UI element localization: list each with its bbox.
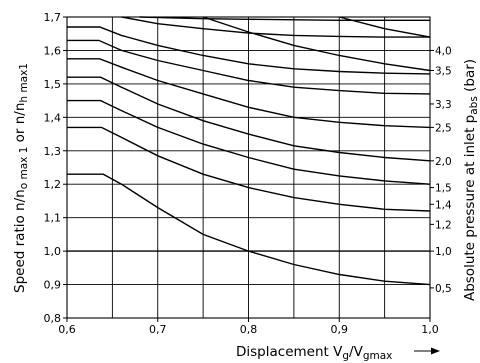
series-line	[67, 58, 431, 129]
pressure-label: 3,5	[435, 66, 452, 78]
y-tick-label: 1,0	[44, 245, 62, 258]
series-line	[67, 26, 431, 75]
right-label-layer: 4,0 3,5 3,3 2,5 2,0 1,5 1,4 1,2 1,0 0,5	[430, 45, 452, 295]
series-line	[202, 16, 431, 72]
pressure-label: 2,0	[435, 156, 452, 168]
pressure-label: 1,0	[435, 246, 452, 258]
pressure-label: 0,5	[435, 283, 452, 295]
x-tick-label: 0,8	[240, 323, 258, 336]
pressure-label: 1,4	[435, 199, 452, 211]
series-line	[67, 99, 431, 185]
y-tick-label: 1,6	[44, 44, 62, 57]
series-line	[139, 16, 430, 21]
x-tick-label: 0,9	[331, 323, 349, 336]
y-axis-title-right: Absolute pressure at inlet pabs (bar)	[462, 59, 480, 301]
series-line	[67, 39, 431, 95]
y-tick-label: 0,8	[44, 312, 62, 325]
y-tick-label: 1,3	[44, 145, 62, 158]
series-line	[67, 126, 431, 212]
series-line	[67, 76, 431, 162]
y-tick-label: 1,7	[44, 11, 62, 24]
series-line	[121, 16, 430, 38]
series-line	[67, 173, 431, 286]
y-tick-label: 1,4	[44, 111, 62, 124]
y-tick-label: 1,5	[44, 78, 62, 91]
tick-layer: 0,6 0,7 0,8 0,9 1,0 0,8 0,9 1,0 1,1 1,2 1,3 1,4 1,5 1…	[44, 11, 439, 336]
x-tick-label: 0,7	[149, 323, 167, 336]
curve-layer	[67, 16, 431, 286]
pressure-label: 4,0	[435, 45, 452, 57]
x-tick-label: 1,0	[421, 323, 439, 336]
x-tick-label: 0,6	[58, 323, 76, 336]
y-tick-label: 0,9	[44, 279, 62, 292]
x-axis-arrow	[414, 347, 440, 355]
series-line	[339, 16, 431, 38]
y-tick-label: 1,2	[44, 178, 62, 191]
y-tick-label: 1,1	[44, 212, 62, 225]
y-axis-title-left: Speed ratio n/no max 1 or n/nh max1	[12, 63, 30, 293]
pressure-label: 1,5	[435, 183, 452, 195]
pressure-label: 2,5	[435, 122, 452, 134]
x-axis-title: Displacement Vg/Vgmax	[236, 344, 392, 362]
pressure-label: 3,3	[435, 99, 452, 111]
pressure-label: 1,2	[435, 219, 452, 231]
